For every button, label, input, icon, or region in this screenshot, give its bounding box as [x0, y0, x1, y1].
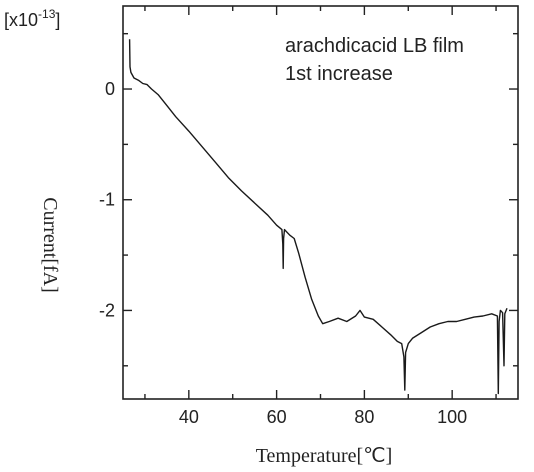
x-tick-label: 60 [267, 407, 287, 427]
annotation-line-2: 1st increase [285, 63, 393, 85]
y-multiplier: [x10-13] [4, 7, 60, 30]
annotation-line-1: arachdicacid LB film [285, 35, 464, 57]
x-tick-label: 40 [179, 407, 199, 427]
y-tick-label: -2 [99, 300, 115, 320]
tick-labels: 40 60 80 100 0 -1 -2 [99, 79, 467, 427]
x-tick-label: 80 [354, 407, 374, 427]
axis-ticks [123, 6, 518, 399]
current-series-line [128, 39, 508, 395]
y-axis-title: Current[fA] [39, 197, 61, 293]
x-tick-label: 100 [437, 407, 467, 427]
y-tick-label: -1 [99, 190, 115, 210]
y-tick-label: 0 [105, 79, 115, 99]
x-axis-title: Temperature[℃] [256, 445, 393, 467]
